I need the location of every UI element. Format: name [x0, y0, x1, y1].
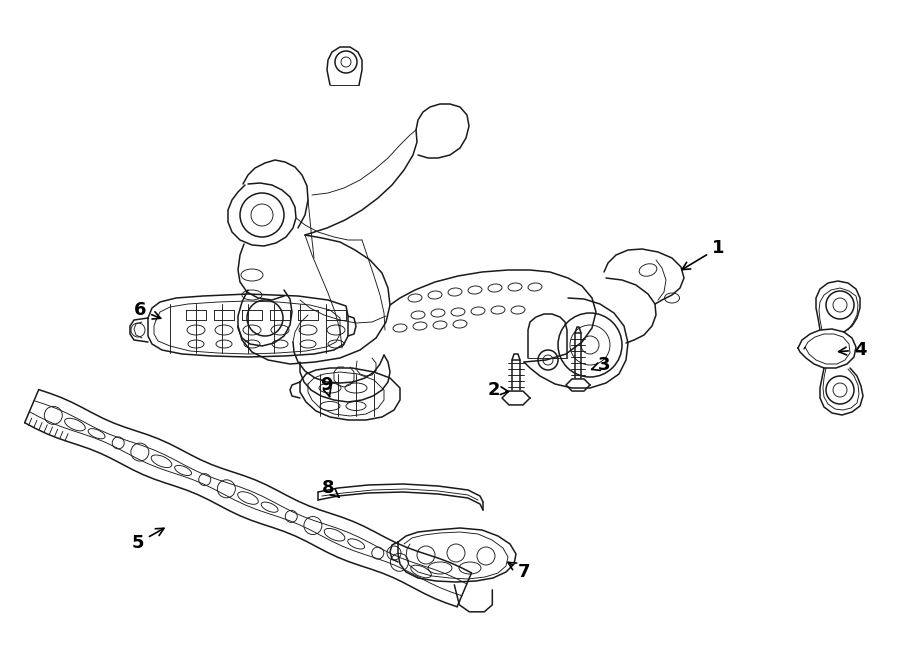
- Text: 7: 7: [508, 563, 530, 581]
- Text: 3: 3: [591, 356, 610, 374]
- Text: 5: 5: [131, 528, 164, 552]
- Text: 9: 9: [320, 376, 332, 397]
- Text: 8: 8: [321, 479, 339, 498]
- Text: 6: 6: [134, 301, 161, 319]
- Text: 2: 2: [488, 381, 508, 399]
- Text: 4: 4: [839, 341, 866, 359]
- Text: 1: 1: [682, 239, 725, 270]
